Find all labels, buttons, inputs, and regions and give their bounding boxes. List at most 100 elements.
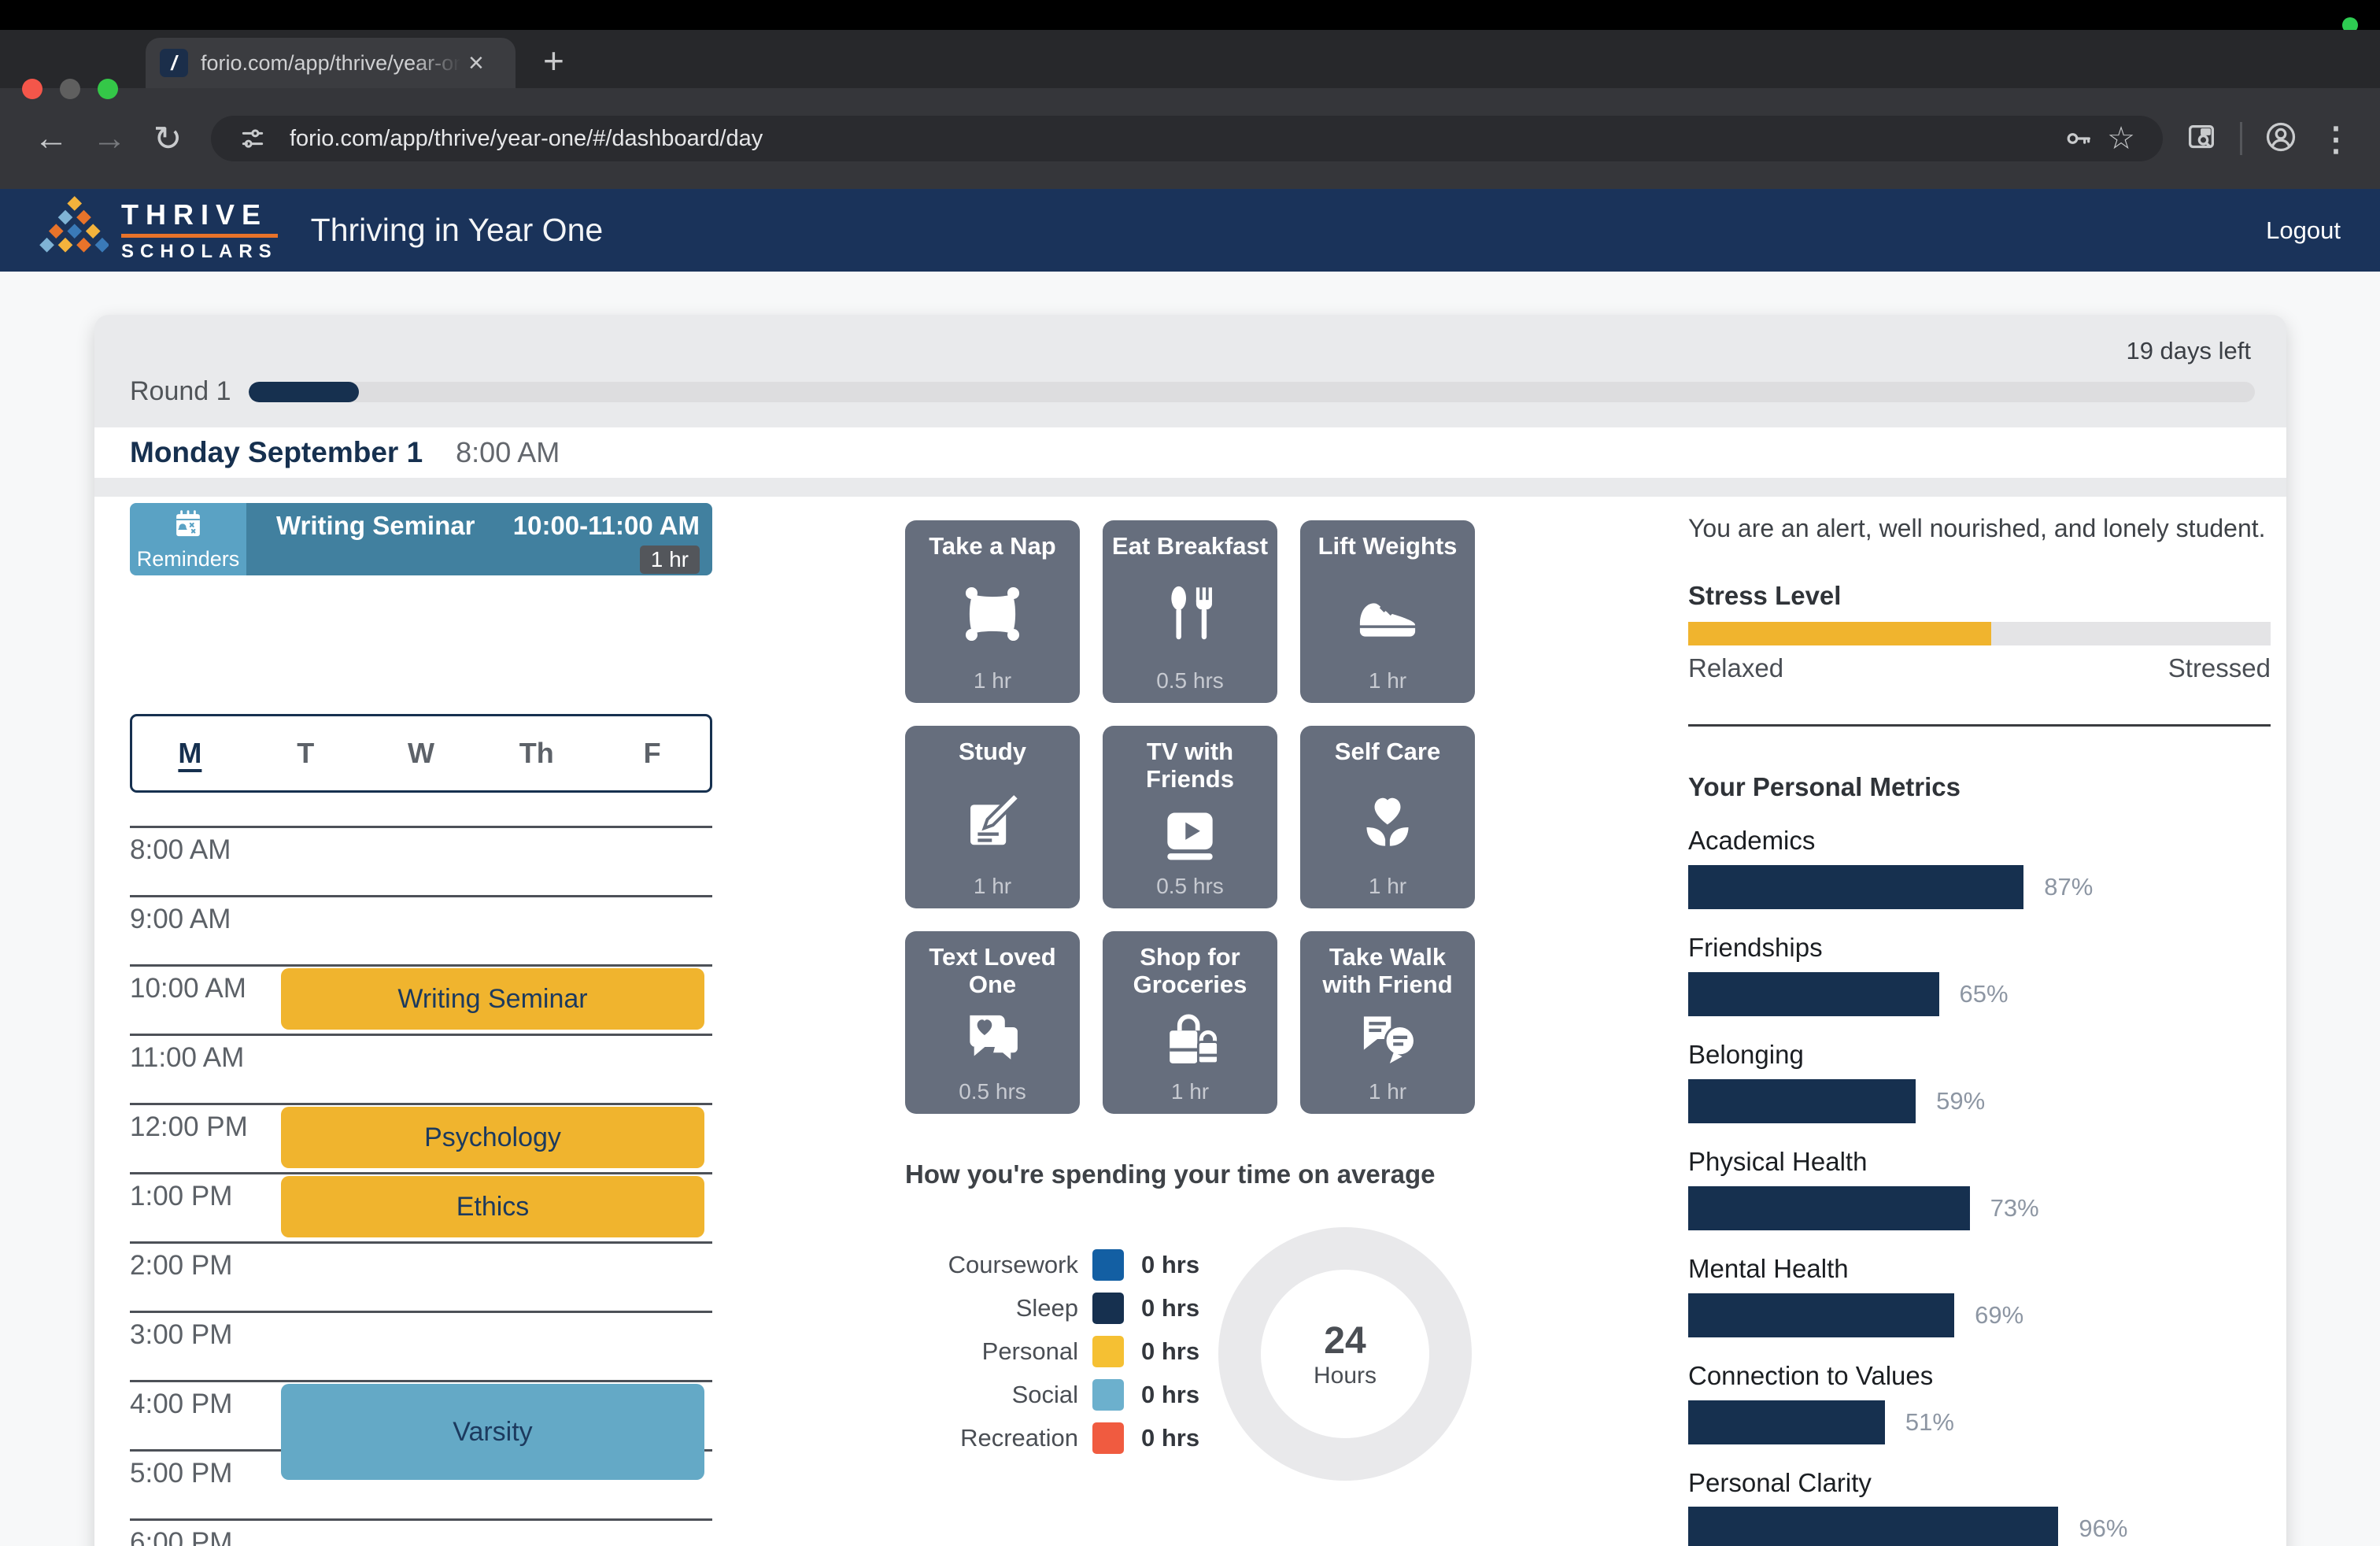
- metric-label: Physical Health: [1688, 1147, 1868, 1176]
- activity-card-eat-breakfast[interactable]: Eat Breakfast 0.5 hrs: [1103, 520, 1277, 703]
- activity-card-tv-with-friends[interactable]: TV with Friends 0.5 hrs: [1103, 726, 1277, 908]
- legend-swatch: [1092, 1293, 1124, 1324]
- metric-bar: [1688, 1293, 1955, 1337]
- browser-toolbar: ← → ↻ forio.com/app/thrive/year-one/#/da…: [0, 88, 2380, 189]
- utensils-icon: [1156, 560, 1224, 668]
- metric-mental-health: Mental Health 69%: [1688, 1254, 2271, 1337]
- status-divider: [1688, 724, 2271, 727]
- site-settings-icon[interactable]: [231, 121, 274, 156]
- tab-close-icon[interactable]: ×: [468, 48, 484, 78]
- timeline-hour-label: 9:00 AM: [130, 904, 231, 934]
- activities-column: Take a Nap 1 hr Eat Breakfast 0.5 hrs Lift W…: [905, 503, 1476, 1546]
- day-timeline: 8:00 AM 9:00 AM 10:00 AM 11:00 AM 12:00 PM 1:…: [130, 826, 712, 1546]
- activity-duration: 1 hr: [973, 668, 1012, 693]
- legend-swatch: [1092, 1422, 1124, 1454]
- weekday-tab-th[interactable]: Th: [519, 737, 554, 769]
- browser-menu-icon[interactable]: ⋮: [2319, 120, 2352, 157]
- section-divider-band: [94, 478, 2286, 497]
- url-text[interactable]: forio.com/app/thrive/year-one/#/dashboar…: [290, 125, 763, 151]
- back-icon[interactable]: ←: [34, 119, 68, 157]
- stress-relaxed-label: Relaxed: [1688, 653, 1784, 682]
- minimize-window-button[interactable]: [60, 79, 80, 99]
- current-date-label: Monday September 1: [130, 436, 423, 468]
- dashboard-content: Reminders Writing Seminar 10:00-11:00 AM…: [94, 497, 2286, 1546]
- timeline-hour-label: 1:00 PM: [130, 1181, 233, 1211]
- metric-bar: [1688, 865, 2024, 909]
- round-progress-track: [248, 381, 2255, 402]
- timeline-hour-row: 12:00 PM: [130, 1103, 712, 1172]
- timeline-hour-row: 4:00 PM: [130, 1380, 712, 1449]
- activity-card-text-loved-one[interactable]: Text Loved One 0.5 hrs: [905, 931, 1080, 1114]
- reminders-banner[interactable]: Reminders Writing Seminar 10:00-11:00 AM…: [130, 503, 712, 575]
- weekday-tab-t[interactable]: T: [297, 737, 315, 769]
- activity-title: Eat Breakfast: [1111, 532, 1269, 560]
- metric-percent: 96%: [2079, 1515, 2128, 1542]
- time-chart-legend: Coursework 0 hrs Sleep 0 hrs Personal 0 hrs So…: [905, 1249, 1214, 1481]
- activity-duration: 1 hr: [1170, 1079, 1210, 1104]
- date-strip: Monday September 1 8:00 AM: [94, 427, 2286, 478]
- legend-row-personal: Personal 0 hrs: [905, 1336, 1214, 1367]
- metric-percent: 65%: [1959, 980, 2009, 1008]
- activity-card-take-a-nap[interactable]: Take a Nap 1 hr: [905, 520, 1080, 703]
- timeline-hour-row: 11:00 AM: [130, 1034, 712, 1103]
- activity-card-study[interactable]: Study 1 hr: [905, 726, 1080, 908]
- calendar-event[interactable]: Varsity: [281, 1384, 704, 1480]
- walk-friend-icon: [1354, 998, 1421, 1079]
- timeline-hour-label: 12:00 PM: [130, 1111, 248, 1142]
- timeline-hour-label: 8:00 AM: [130, 834, 231, 865]
- activity-card-shop-for-groceries[interactable]: Shop for Groceries 1 hr: [1103, 931, 1277, 1114]
- weekday-tab-f[interactable]: F: [643, 737, 661, 769]
- reload-icon[interactable]: ↻: [153, 119, 183, 158]
- timeline-hour-row: 6:00 PM: [130, 1518, 712, 1546]
- activity-title: Take Walk with Friend: [1322, 943, 1453, 998]
- metric-bar: [1688, 1079, 1916, 1123]
- forio-favicon: /: [160, 49, 188, 77]
- logo-wordmark-scholars: SCHOLARS: [121, 240, 278, 262]
- stress-level-fill: [1688, 622, 1991, 645]
- browser-tab[interactable]: / forio.com/app/thrive/year-one ×: [146, 38, 516, 88]
- metric-bar: [1688, 1400, 1885, 1444]
- bookmark-star-icon[interactable]: ☆: [2107, 121, 2135, 156]
- personal-metrics-list: Academics 87% Friendships 65% Belonging 59% Ph…: [1688, 826, 2271, 1546]
- calendar-event[interactable]: Writing Seminar: [281, 968, 704, 1030]
- legend-value: 0 hrs: [1141, 1251, 1200, 1278]
- time-chart-title: How you're spending your time on average: [905, 1160, 1436, 1189]
- profile-avatar-icon[interactable]: [2263, 119, 2299, 159]
- activity-title: Lift Weights: [1318, 532, 1458, 560]
- calendar-event[interactable]: Ethics: [281, 1176, 704, 1237]
- address-bar[interactable]: forio.com/app/thrive/year-one/#/dashboar…: [211, 116, 2163, 161]
- metric-bar: [1688, 972, 1939, 1016]
- activity-card-take-walk-with-friend[interactable]: Take Walk with Friend 1 hr: [1300, 931, 1475, 1114]
- weekday-tab-w[interactable]: W: [408, 737, 434, 769]
- groceries-icon: [1156, 998, 1224, 1079]
- round-progress-fill: [248, 381, 359, 402]
- legend-swatch: [1092, 1336, 1124, 1367]
- reminder-event-time: 10:00-11:00 AM: [512, 511, 700, 540]
- weekday-selector: M T W Th F: [130, 714, 712, 793]
- zoom-window-button[interactable]: [98, 79, 118, 99]
- calendar-event[interactable]: Psychology: [281, 1107, 704, 1168]
- legend-label: Sleep: [1015, 1294, 1078, 1322]
- hours-donut-chart: 24 Hours: [1218, 1227, 1472, 1481]
- legend-value: 0 hrs: [1141, 1424, 1200, 1452]
- side-panel-search-icon[interactable]: [2183, 119, 2219, 159]
- metric-percent: 73%: [1990, 1194, 2039, 1222]
- calendar-reminder-icon: [172, 507, 205, 544]
- forward-icon[interactable]: →: [92, 119, 127, 157]
- macos-menubar: [0, 0, 2380, 33]
- stress-stressed-label: Stressed: [2168, 653, 2271, 682]
- legend-label: Personal: [981, 1337, 1078, 1365]
- metric-label: Mental Health: [1688, 1254, 1849, 1283]
- activity-card-lift-weights[interactable]: Lift Weights 1 hr: [1300, 520, 1475, 703]
- study-icon: [959, 766, 1026, 874]
- close-window-button[interactable]: [22, 79, 42, 99]
- weekday-tab-m[interactable]: M: [178, 737, 202, 769]
- timeline-hour-label: 11:00 AM: [130, 1042, 245, 1073]
- legend-value: 0 hrs: [1141, 1381, 1200, 1408]
- logout-link[interactable]: Logout: [2266, 216, 2341, 244]
- metric-label: Belonging: [1688, 1040, 1804, 1069]
- new-tab-button[interactable]: +: [543, 40, 564, 81]
- activity-card-self-care[interactable]: Self Care 1 hr: [1300, 726, 1475, 908]
- legend-label: Recreation: [960, 1424, 1078, 1452]
- password-key-icon[interactable]: [2057, 121, 2100, 156]
